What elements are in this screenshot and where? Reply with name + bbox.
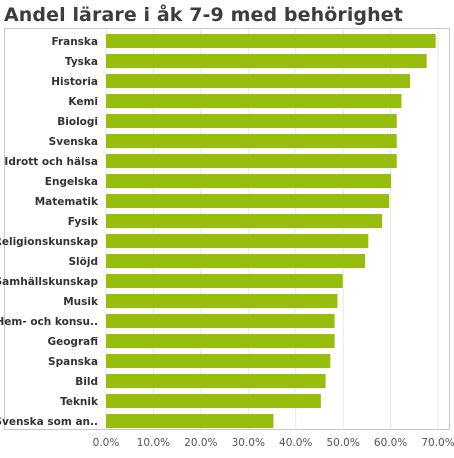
category-label: Tyska	[65, 56, 98, 68]
category-label: Historia	[51, 76, 98, 88]
bar	[106, 134, 397, 148]
x-tick-label: 30.0%	[232, 437, 265, 449]
bar	[106, 254, 365, 268]
x-tick-label: 0.0%	[93, 437, 120, 449]
bar	[106, 114, 397, 128]
category-label: Idrott och hälsa	[4, 156, 98, 168]
plot-border	[4, 28, 450, 430]
bar	[106, 354, 331, 368]
x-tick-label: 20.0%	[184, 437, 217, 449]
category-label: Musik	[63, 296, 99, 308]
category-label: Fysik	[68, 216, 99, 228]
x-tick-label: 40.0%	[279, 437, 312, 449]
x-tick-label: 60.0%	[374, 437, 407, 449]
bar	[106, 274, 343, 288]
bar	[106, 294, 338, 308]
x-tick-label: 70.0%	[421, 437, 454, 449]
category-labels: Franska Tyska Historia Kemi Biologi Svenska Id…	[0, 36, 99, 428]
gridlines	[105, 29, 439, 429]
bar	[106, 214, 383, 228]
x-axis-ticks: 0.0% 10.0% 20.0% 30.0% 40.0% 50.0% 60.0% 70.0%	[93, 437, 454, 449]
category-label: Teknik	[60, 396, 99, 408]
bar	[106, 94, 402, 108]
chart-title: Andel lärare i åk 7-9 med behörighet	[4, 4, 403, 26]
category-label: Samhällskunskap	[0, 276, 98, 288]
category-label: Religionskunskap	[0, 236, 98, 248]
bar	[106, 74, 411, 88]
category-label: Slöjd	[69, 256, 99, 268]
category-label: Svenska som an..	[0, 416, 98, 428]
bar	[106, 194, 390, 208]
bar	[106, 154, 397, 168]
category-label: Kemi	[68, 96, 98, 108]
bar	[106, 414, 274, 428]
x-tick-label: 10.0%	[137, 437, 170, 449]
x-tick-label: 50.0%	[326, 437, 359, 449]
bar	[106, 174, 392, 188]
category-label: Franska	[51, 36, 98, 48]
bar	[106, 54, 427, 68]
category-label: Geografi	[47, 336, 98, 348]
category-label: Svenska	[49, 136, 98, 148]
bar	[106, 234, 369, 248]
category-label: Biologi	[57, 116, 98, 128]
bar	[106, 334, 335, 348]
category-label: Spanska	[48, 356, 98, 368]
bar	[106, 394, 321, 408]
bar	[106, 34, 436, 48]
bars	[106, 34, 436, 428]
category-label: Matematik	[35, 196, 99, 208]
bar	[106, 314, 335, 328]
category-label: Hem- och konsu..	[0, 316, 98, 328]
category-label: Engelska	[45, 176, 98, 188]
category-label: Bild	[75, 376, 98, 388]
bar	[106, 374, 326, 388]
